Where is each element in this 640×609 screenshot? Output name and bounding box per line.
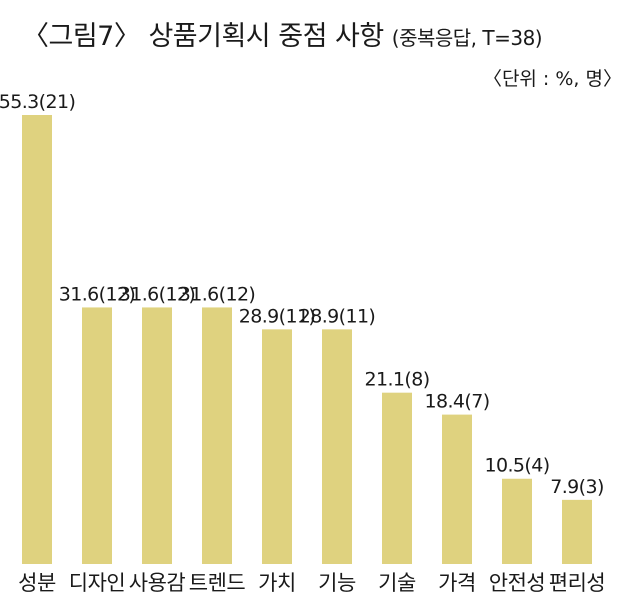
data-label-2: 31.6(12) bbox=[59, 283, 136, 305]
x-tick-label-5: 가치 bbox=[258, 571, 296, 595]
bar-7 bbox=[382, 392, 412, 564]
x-tick-label-3: 사용감 bbox=[129, 571, 186, 595]
data-label-6: 28.9(11) bbox=[299, 305, 376, 327]
data-label-4: 31.6(12) bbox=[179, 283, 256, 305]
data-label-5: 28.9(11) bbox=[239, 305, 316, 327]
chart-subtitle: (중복응답, T=38) bbox=[391, 26, 543, 50]
bar-3 bbox=[142, 307, 172, 564]
data-label-3: 31.6(12) bbox=[119, 283, 196, 305]
bar-6 bbox=[322, 329, 352, 564]
x-tick-label-6: 기능 bbox=[318, 571, 356, 595]
unit-note: 〈단위 : %, 명〉 bbox=[482, 68, 622, 90]
x-tick-label-1: 성분 bbox=[18, 571, 56, 595]
x-tick-label-9: 안전성 bbox=[489, 571, 545, 595]
data-label-10: 7.9(3) bbox=[550, 476, 604, 498]
bar-8 bbox=[442, 414, 472, 564]
bar-4 bbox=[202, 307, 232, 564]
bar-10 bbox=[562, 499, 592, 564]
chart-title: 〈그림7〉 상품기획시 중점 사항 bbox=[22, 21, 384, 52]
data-label-7: 21.1(8) bbox=[364, 369, 429, 391]
bar-9 bbox=[502, 478, 532, 564]
bar-1 bbox=[22, 115, 52, 564]
chart-title-block: 〈그림7〉 상품기획시 중점 사항 (중복응답, T=38) bbox=[22, 14, 543, 53]
bar-2 bbox=[82, 307, 112, 564]
x-tick-label-10: 편리성 bbox=[549, 571, 605, 595]
data-label-8: 18.4(7) bbox=[424, 391, 489, 413]
x-tick-label-8: 가격 bbox=[438, 571, 476, 595]
x-tick-label-2: 디자인 bbox=[69, 571, 125, 595]
bar-5 bbox=[262, 329, 292, 564]
data-label-9: 10.5(4) bbox=[484, 455, 549, 477]
data-label-1: 55.3(21) bbox=[0, 91, 75, 113]
x-tick-label-4: 트렌드 bbox=[189, 571, 246, 595]
x-tick-label-7: 기술 bbox=[378, 571, 416, 595]
